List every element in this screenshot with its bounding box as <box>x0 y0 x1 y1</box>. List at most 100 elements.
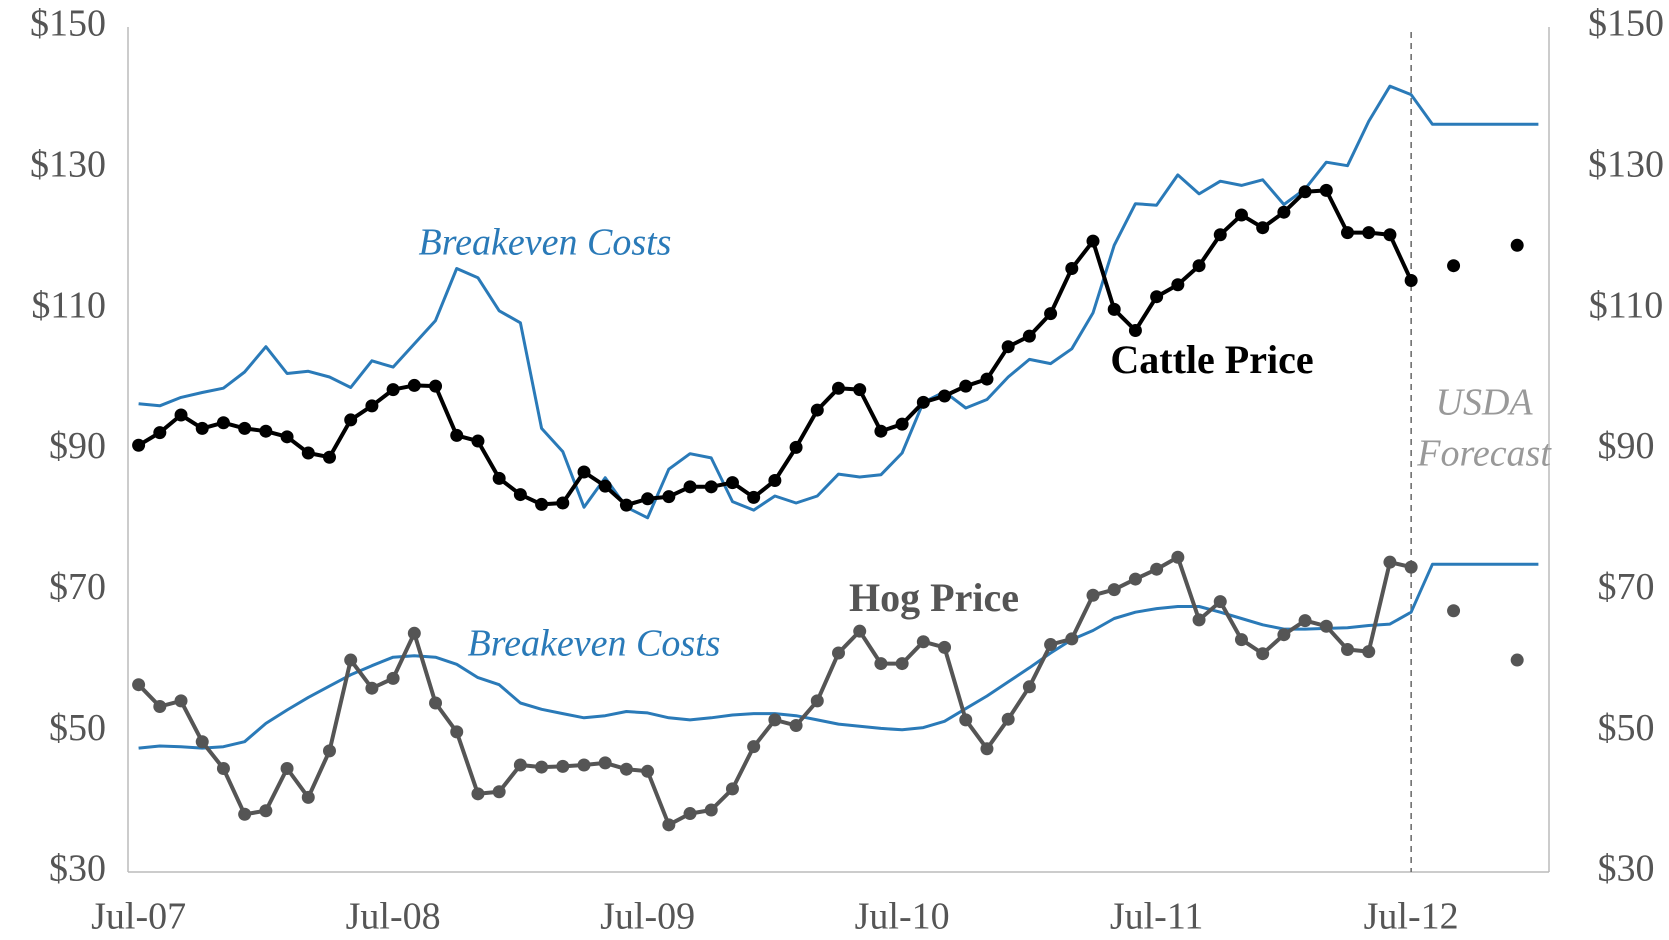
data-point <box>216 416 230 430</box>
data-point <box>1192 613 1206 627</box>
data-point <box>153 700 167 714</box>
data-point <box>1256 647 1270 661</box>
data-point <box>386 671 400 685</box>
y2-tick-label: $110 <box>1589 284 1664 326</box>
data-point <box>938 389 952 403</box>
data-point <box>322 450 336 464</box>
data-point <box>365 399 379 413</box>
x-tick-label: Jul-10 <box>855 896 950 938</box>
data-point <box>450 428 464 442</box>
data-point <box>1192 259 1206 273</box>
data-point <box>407 378 421 392</box>
series-label: Breakeven Costs <box>468 623 721 665</box>
data-point <box>1065 262 1079 276</box>
data-point <box>959 713 973 727</box>
data-point <box>365 681 379 695</box>
data-point <box>619 762 633 776</box>
x-tick-label: Jul-09 <box>600 896 695 938</box>
data-point <box>916 635 930 649</box>
data-point <box>1213 228 1227 242</box>
data-point <box>1022 680 1036 694</box>
data-point <box>619 498 633 512</box>
data-point <box>322 744 336 758</box>
data-point <box>535 760 549 774</box>
data-point <box>1298 185 1312 199</box>
data-point <box>1341 642 1355 656</box>
data-point <box>853 624 867 638</box>
data-point <box>492 471 506 485</box>
data-point <box>132 438 146 452</box>
data-point <box>810 694 824 708</box>
data-point <box>259 804 273 818</box>
data-point <box>641 764 655 778</box>
y2-tick-label: $90 <box>1598 425 1655 467</box>
data-point <box>662 818 676 832</box>
data-point <box>832 646 845 660</box>
data-point <box>1234 633 1248 647</box>
data-point <box>1128 323 1142 337</box>
data-point <box>1362 645 1376 659</box>
data-point <box>1107 583 1121 597</box>
y-tick-label: $90 <box>49 425 106 467</box>
series-line <box>139 557 1518 825</box>
data-point <box>535 497 549 511</box>
data-point <box>1447 259 1461 273</box>
data-point <box>1341 226 1355 240</box>
data-point <box>683 807 697 821</box>
x-tick-label: Jul-08 <box>346 896 441 938</box>
data-point <box>407 626 421 640</box>
y-tick-label: $70 <box>49 566 106 608</box>
data-point <box>1001 340 1015 354</box>
data-point <box>429 696 443 710</box>
data-point <box>959 379 973 393</box>
data-point <box>1383 555 1397 569</box>
data-point <box>1277 628 1291 642</box>
y-tick-label: $50 <box>49 707 106 749</box>
data-point <box>492 785 506 799</box>
data-point <box>1510 238 1524 252</box>
data-point <box>789 719 803 733</box>
data-point <box>577 758 591 772</box>
data-point <box>1044 307 1058 321</box>
data-point <box>344 413 358 427</box>
data-point <box>1150 290 1164 304</box>
data-point <box>513 758 527 772</box>
data-point <box>1001 712 1015 726</box>
data-point <box>1213 595 1227 609</box>
x-tick-label: Jul-07 <box>91 896 186 938</box>
data-point <box>1234 208 1248 222</box>
data-point <box>1319 183 1333 197</box>
series-label: Breakeven Costs <box>419 222 672 264</box>
data-point <box>1086 588 1100 602</box>
data-point <box>598 479 612 493</box>
data-point <box>1171 278 1185 292</box>
data-point <box>132 678 146 692</box>
data-point <box>895 417 909 431</box>
x-tick-label: Jul-12 <box>1364 896 1459 938</box>
data-point <box>344 653 358 667</box>
data-point <box>1404 274 1418 287</box>
data-point <box>895 657 909 671</box>
data-point <box>874 657 888 671</box>
data-point <box>429 379 443 393</box>
data-point <box>259 424 273 438</box>
y-tick-label: $130 <box>30 144 106 186</box>
series-label: Cattle Price <box>1110 337 1313 382</box>
data-point <box>725 476 739 490</box>
data-point <box>1065 632 1079 646</box>
data-point <box>301 446 315 460</box>
data-point <box>1150 562 1164 576</box>
data-point <box>195 421 209 435</box>
data-point <box>238 807 252 821</box>
data-point <box>174 694 188 708</box>
series-line <box>138 84 1539 520</box>
data-point <box>1447 604 1461 618</box>
y-tick-label: $30 <box>49 848 106 890</box>
data-point <box>768 713 782 727</box>
y2-tick-label: $50 <box>1598 707 1655 749</box>
data-point <box>725 782 739 796</box>
series-label: Hog Price <box>849 575 1019 620</box>
data-point <box>747 490 761 504</box>
data-point <box>874 424 888 438</box>
data-point <box>1256 221 1270 235</box>
